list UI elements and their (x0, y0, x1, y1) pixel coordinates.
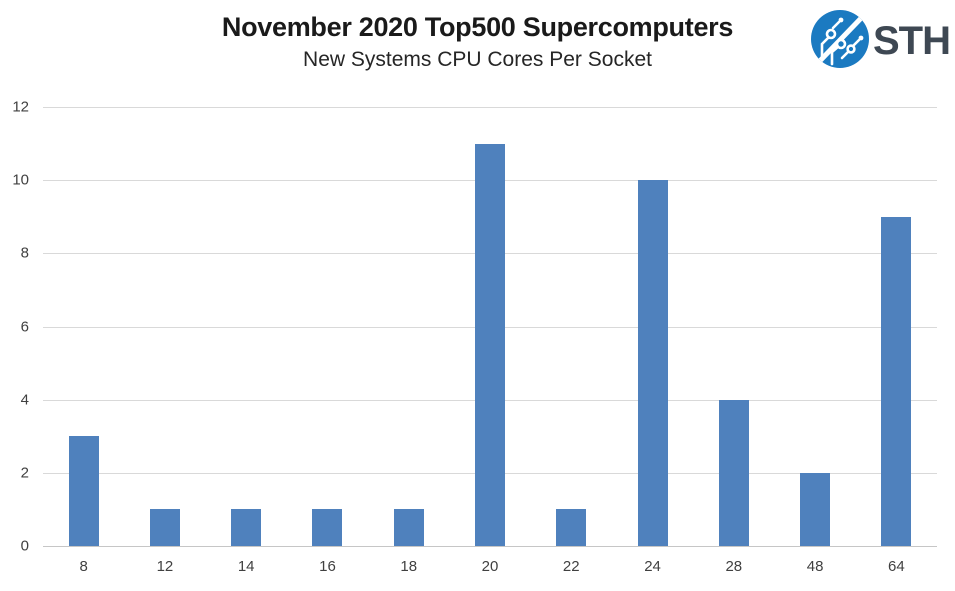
chart-subtitle: New Systems CPU Cores Per Socket (303, 48, 652, 71)
y-axis-tick-6: 6 (20, 318, 29, 335)
bar-48 (800, 472, 831, 546)
x-axis-tick-48: 48 (806, 558, 824, 575)
x-axis-tick-16: 16 (319, 558, 336, 575)
bar-14 (231, 509, 262, 546)
x-axis-tick-14: 14 (237, 558, 255, 575)
bar-24 (637, 180, 668, 546)
y-axis-tick-0: 0 (20, 537, 29, 555)
bar-64 (881, 216, 912, 546)
x-axis-tick-64: 64 (888, 558, 905, 575)
logo-circuit-traces (813, 10, 869, 68)
x-axis-tick-20: 20 (481, 558, 499, 575)
bar-8 (68, 436, 99, 546)
y-axis-tick-2: 2 (20, 464, 29, 482)
bar-12 (149, 509, 180, 546)
sth-logo-icon: STH (811, 10, 951, 68)
x-axis-tick-12: 12 (156, 558, 174, 575)
chart-title: November 2020 Top500 Supercomputers (221, 12, 734, 42)
bar-22 (556, 509, 587, 546)
y-axis-tick-12: 12 (12, 98, 29, 116)
x-axis-tick-28: 28 (725, 558, 743, 575)
x-axis-tick-22: 22 (562, 558, 580, 575)
sth-logo-text: STH (873, 19, 949, 63)
bar-18 (393, 509, 424, 546)
x-axis-tick-8: 8 (79, 558, 88, 575)
bar-16 (312, 509, 343, 546)
x-axis-tick-18: 18 (400, 558, 418, 575)
plot-area: 0 2 4 6 8 10 12 8 12 14 16 18 20 22 24 28 48 64 (12, 99, 937, 575)
gridline-y0 (43, 546, 937, 547)
y-axis-tick-10: 10 (12, 171, 29, 189)
sth-logo: STH (809, 8, 951, 70)
chart-header: November 2020 Top500 Supercomputers New … (0, 12, 955, 72)
bar-28 (718, 399, 749, 546)
gridline-y12 (43, 107, 937, 108)
bar-20 (475, 143, 505, 546)
y-axis-tick-8: 8 (20, 244, 29, 262)
y-axis-tick-4: 4 (20, 391, 29, 409)
x-axis-tick-24: 24 (644, 558, 661, 575)
